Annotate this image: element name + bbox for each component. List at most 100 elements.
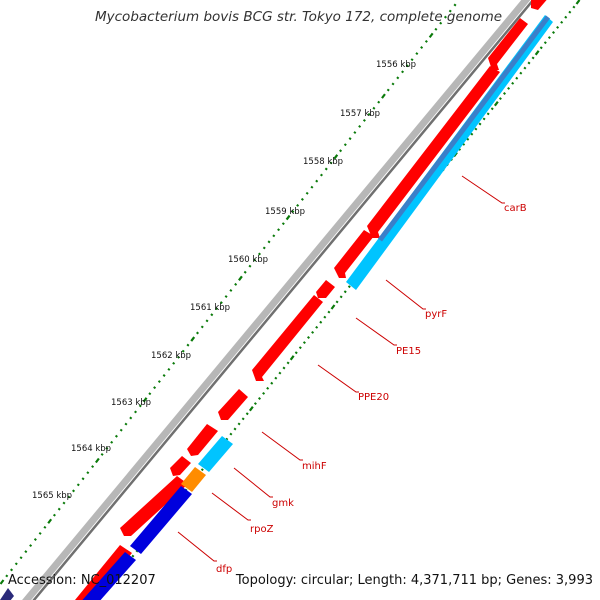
outer-tick xyxy=(224,295,228,298)
outer-tick xyxy=(234,282,238,286)
gene-leader-line xyxy=(355,317,397,346)
inner-tick xyxy=(229,432,233,436)
outer-tick xyxy=(215,307,219,311)
cds-forward[interactable] xyxy=(334,230,374,278)
outer-tick xyxy=(401,70,405,74)
outer-tick xyxy=(248,264,252,268)
cds-forward[interactable] xyxy=(218,389,248,420)
outer-tick xyxy=(114,434,118,438)
ruler-label: 1557 kbp xyxy=(340,109,380,119)
inner-tick xyxy=(458,147,462,151)
cds-forward[interactable] xyxy=(252,295,323,381)
outer-tick xyxy=(391,82,395,86)
gene-label-pyrf[interactable]: pyrF xyxy=(425,309,447,320)
cds-forward[interactable] xyxy=(531,0,550,10)
inner-tick xyxy=(270,381,274,385)
outer-tick xyxy=(358,125,362,128)
inner-tick xyxy=(307,336,310,339)
forward-cds-track xyxy=(0,0,550,600)
gene-leader-line xyxy=(211,492,251,521)
inner-tick xyxy=(253,402,257,406)
gene-label-carb[interactable]: carB xyxy=(504,203,527,214)
outer-tick xyxy=(348,137,352,141)
cds-operon-blue[interactable] xyxy=(130,486,192,554)
outer-tick xyxy=(367,112,371,116)
cds-small-orange[interactable] xyxy=(181,467,206,492)
outer-tick xyxy=(410,58,414,62)
inner-tick xyxy=(258,397,261,400)
accession-text: Accession: NC_012207 xyxy=(8,573,156,588)
inner-tick xyxy=(462,142,466,146)
inner-tick xyxy=(262,391,266,395)
outer-tick xyxy=(253,258,257,262)
outer-tick xyxy=(157,380,161,384)
cds-forward[interactable] xyxy=(170,456,191,476)
outer-tick xyxy=(200,325,204,329)
cds-forward[interactable] xyxy=(187,424,218,456)
outer-tick xyxy=(148,392,152,396)
gene-label-gmk[interactable]: gmk xyxy=(272,498,294,509)
outer-tick xyxy=(167,367,171,371)
outer-tick xyxy=(372,106,376,110)
cds-reverse-carB[interactable] xyxy=(346,15,553,290)
gene-label-rpoz[interactable]: rpoZ xyxy=(250,524,274,535)
inner-tick xyxy=(200,468,204,472)
gene-label-mihf[interactable]: mihF xyxy=(302,461,327,472)
outer-tick xyxy=(86,471,90,475)
outer-tick xyxy=(296,203,300,207)
outer-tick xyxy=(243,270,247,274)
inner-tick xyxy=(527,61,531,65)
cds-forward[interactable] xyxy=(488,18,528,70)
outer-tick xyxy=(129,416,133,420)
outer-tick xyxy=(291,210,295,213)
outer-tick xyxy=(62,501,66,505)
inner-tick xyxy=(556,25,560,29)
outer-tick xyxy=(362,118,366,122)
cds-reverse[interactable] xyxy=(198,436,233,472)
gene-label-pe15[interactable]: PE15 xyxy=(396,346,421,357)
cds-forward[interactable] xyxy=(75,545,132,600)
outer-tick xyxy=(439,21,443,25)
outer-tick xyxy=(315,179,319,183)
cds-operon-blue[interactable] xyxy=(78,552,136,600)
outer-tick xyxy=(238,275,243,281)
cds-forward[interactable] xyxy=(316,280,335,298)
inner-tick xyxy=(507,86,511,90)
gene-label-dfp[interactable]: dfp xyxy=(216,564,232,575)
inner-tick xyxy=(315,325,319,329)
outer-tick xyxy=(424,39,428,43)
outer-tick xyxy=(67,495,71,499)
outer-tick xyxy=(420,46,424,49)
outer-tick xyxy=(229,289,233,292)
ruler-label: 1562 kbp xyxy=(151,351,191,361)
outer-tick xyxy=(14,562,18,566)
outer-tick xyxy=(124,422,128,426)
outer-tick xyxy=(172,361,176,365)
inner-tick xyxy=(302,341,306,345)
outer-tick xyxy=(142,397,148,403)
outer-tick xyxy=(91,465,95,469)
inner-tick xyxy=(564,15,568,19)
outer-tick xyxy=(377,100,381,104)
map-title: Mycobacterium bovis BCG str. Tokyo 172, … xyxy=(95,9,503,25)
outer-tick xyxy=(110,440,114,444)
cds-forward[interactable] xyxy=(367,66,500,238)
inner-tick xyxy=(474,127,478,131)
ruler-label: 1560 kbp xyxy=(228,255,268,265)
inner-tick xyxy=(298,346,302,350)
outer-tick xyxy=(94,457,100,464)
outer-tick xyxy=(300,197,304,201)
outer-tick xyxy=(443,15,447,19)
inner-tick xyxy=(339,295,343,299)
inner-tick xyxy=(294,351,298,355)
outer-tick xyxy=(324,167,328,171)
ruler-label: 1565 kbp xyxy=(32,491,72,501)
outer-tick xyxy=(138,404,142,408)
gene-leader-line xyxy=(317,364,359,393)
outer-tick xyxy=(5,574,9,578)
outer-tick xyxy=(162,374,166,377)
outer-tick xyxy=(258,252,261,256)
cds-forward[interactable] xyxy=(120,476,188,536)
outer-tick xyxy=(47,518,53,524)
gene-label-ppe20[interactable]: PPE20 xyxy=(358,392,389,403)
